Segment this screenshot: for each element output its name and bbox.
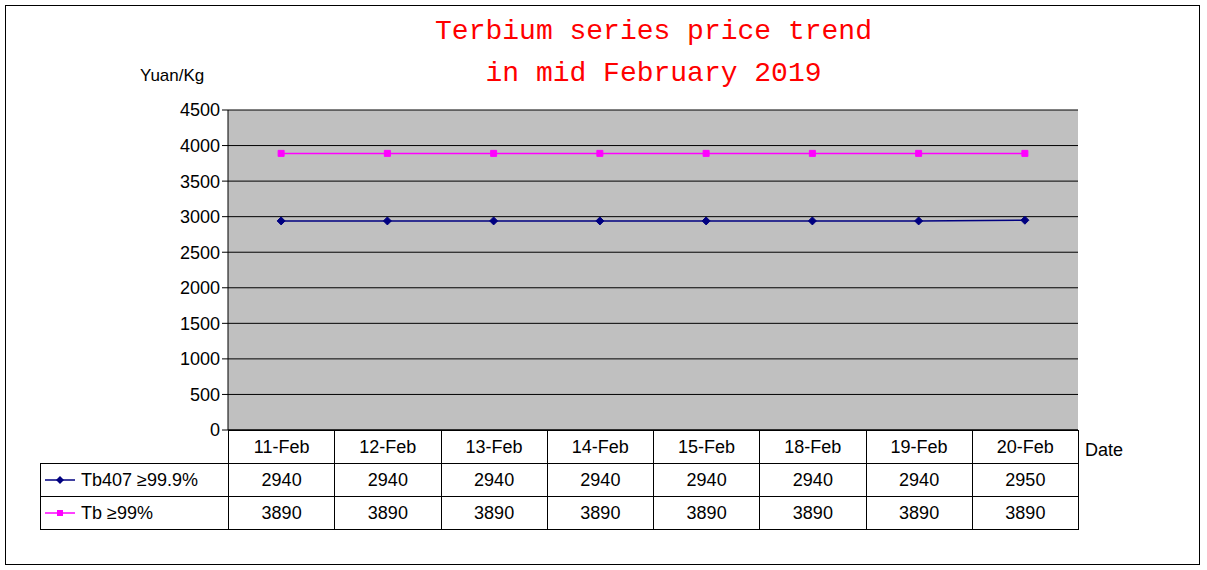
- html-text:3890: 3890: [474, 502, 515, 523]
- svg-text:4500: 4500: [180, 100, 220, 120]
- svg-text:3000: 3000: [180, 207, 220, 227]
- svg-text:1500: 1500: [180, 314, 220, 334]
- html-text:14-Feb: 14-Feb: [571, 436, 629, 457]
- html-text:Date: Date: [1085, 440, 1123, 460]
- html-text:13-Feb: 13-Feb: [465, 436, 523, 457]
- html-text:3890: 3890: [367, 502, 408, 523]
- html-text:3890: 3890: [1005, 502, 1046, 523]
- svg-text:0: 0: [210, 420, 220, 440]
- html-text:Tb ≥99%: Tb ≥99%: [81, 502, 153, 523]
- html-text:Yuan/Kg: Yuan/Kg: [140, 66, 205, 85]
- html-text:20-Feb: 20-Feb: [996, 436, 1054, 457]
- svg-text:2500: 2500: [180, 243, 220, 263]
- html-text:Terbium series price trend: Terbium series price trend: [435, 16, 872, 47]
- html-text:3890: 3890: [792, 502, 833, 523]
- html-text:19-Feb: 19-Feb: [890, 436, 948, 457]
- svg-text:1000: 1000: [180, 349, 220, 369]
- html-text:2950: 2950: [1005, 469, 1046, 490]
- html-text:2940: 2940: [580, 469, 621, 490]
- html-text:2940: 2940: [474, 469, 515, 490]
- html-text:12-Feb: 12-Feb: [359, 436, 417, 457]
- html-text:2940: 2940: [899, 469, 940, 490]
- html-text:in mid February 2019: in mid February 2019: [485, 58, 822, 89]
- html-text:18-Feb: 18-Feb: [784, 436, 842, 457]
- html-text:Tb407 ≥99.9%: Tb407 ≥99.9%: [81, 469, 198, 490]
- html-text:2940: 2940: [367, 469, 408, 490]
- html-text:15-Feb: 15-Feb: [678, 436, 736, 457]
- html-text:3890: 3890: [686, 502, 727, 523]
- svg-text:3500: 3500: [180, 172, 220, 192]
- svg-text:2000: 2000: [180, 278, 220, 298]
- html-text:2940: 2940: [792, 469, 833, 490]
- svg-text:500: 500: [190, 385, 220, 405]
- html-text:11-Feb: 11-Feb: [253, 436, 310, 457]
- html-text:3890: 3890: [899, 502, 940, 523]
- html-text:2940: 2940: [686, 469, 727, 490]
- html-text:3890: 3890: [261, 502, 302, 523]
- html-text:2940: 2940: [261, 469, 302, 490]
- html-text:3890: 3890: [580, 502, 621, 523]
- svg-text:4000: 4000: [180, 136, 220, 156]
